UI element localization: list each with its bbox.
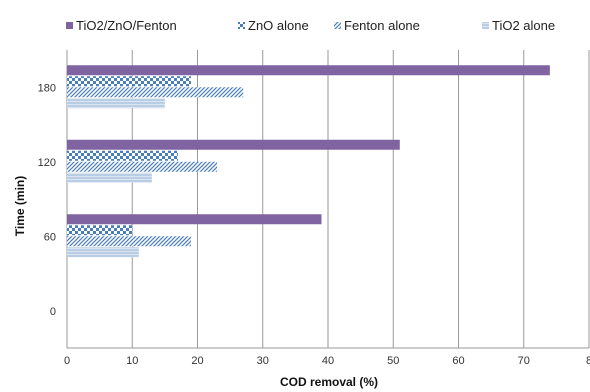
bar-light-lines: [67, 247, 139, 258]
legend-swatch: [334, 22, 341, 29]
x-tick-label: 20: [191, 355, 203, 367]
x-axis-title: COD removal (%): [280, 375, 378, 389]
y-tick-label: 0: [50, 306, 56, 318]
x-tick-label: 10: [126, 355, 138, 367]
bars: [67, 65, 550, 258]
x-tick-label: 60: [452, 355, 464, 367]
x-tick-label: 40: [322, 355, 334, 367]
bar-checker: [67, 150, 178, 161]
legend-label: TiO2 alone: [492, 18, 555, 33]
bar-light-lines: [67, 98, 165, 109]
y-axis-title: Time (min): [13, 176, 27, 236]
legend-label: ZnO alone: [248, 18, 309, 33]
x-tick-label: 30: [257, 355, 269, 367]
y-tick-label: 120: [38, 157, 56, 169]
legend-label: Fenton alone: [344, 18, 420, 33]
x-tick-label: 70: [518, 355, 530, 367]
x-tick-label: 8: [586, 355, 590, 367]
bar-checker: [67, 76, 191, 87]
bar-solid: [67, 65, 550, 76]
y-tick-label: 60: [44, 231, 56, 243]
bar-diagonal: [67, 87, 244, 98]
bar-diagonal: [67, 161, 218, 172]
y-tick-label: 180: [38, 82, 56, 94]
x-tick-label: 50: [387, 355, 399, 367]
bar-checker: [67, 225, 133, 236]
bar-solid: [67, 214, 322, 225]
legend-label: TiO2/ZnO/Fenton: [76, 18, 177, 33]
bar-light-lines: [67, 172, 152, 183]
legend-swatch: [482, 22, 489, 29]
bar-diagonal: [67, 236, 191, 247]
legend-swatch: [238, 22, 245, 29]
bar-solid: [67, 139, 400, 150]
legend: TiO2/ZnO/Fenton ZnO alone Fenton alone TiO2…: [66, 18, 555, 33]
legend-swatch: [66, 22, 73, 29]
x-tick-label: 0: [64, 355, 70, 367]
